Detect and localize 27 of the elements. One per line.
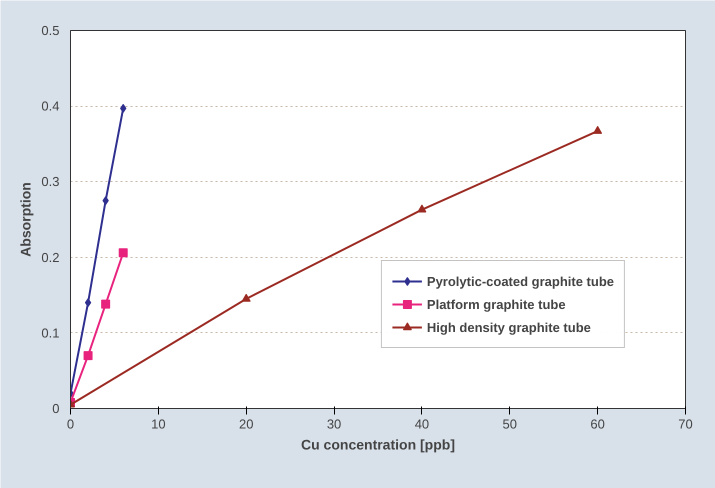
x-tick-label: 60 bbox=[590, 416, 605, 432]
y-tick-label: 0.2 bbox=[41, 250, 60, 265]
x-axis-title: Cu concentration [ppb] bbox=[301, 436, 456, 452]
x-tick-label: 20 bbox=[238, 416, 254, 432]
point bbox=[417, 204, 426, 212]
x-tick-label: 70 bbox=[678, 416, 693, 432]
x-tick-label: 50 bbox=[502, 416, 518, 432]
point bbox=[102, 196, 109, 206]
y-axis-title: Absorption bbox=[17, 182, 34, 257]
x-tick-label: 40 bbox=[414, 416, 430, 432]
x-tick-label: 30 bbox=[326, 416, 342, 432]
point bbox=[84, 298, 92, 308]
point bbox=[84, 351, 93, 360]
y-tick-label: 0.1 bbox=[41, 325, 60, 340]
point bbox=[118, 248, 128, 258]
x-tick-label: 0 bbox=[66, 416, 74, 432]
point bbox=[242, 294, 251, 302]
point bbox=[593, 126, 602, 134]
point bbox=[101, 300, 110, 309]
y-tick-label: 0 bbox=[52, 401, 60, 416]
y-tick-label: 0.5 bbox=[41, 23, 60, 38]
legend-label: High density graphite tube bbox=[426, 320, 591, 334]
legend-label: Platform graphite tube bbox=[426, 296, 566, 312]
y-tick-label: 0.3 bbox=[41, 174, 60, 190]
x-tick-label: 10 bbox=[151, 416, 166, 432]
legend-label: Pyrolytic-coated graphite tube bbox=[426, 274, 614, 288]
y-tick-label: 0.4 bbox=[41, 98, 60, 114]
